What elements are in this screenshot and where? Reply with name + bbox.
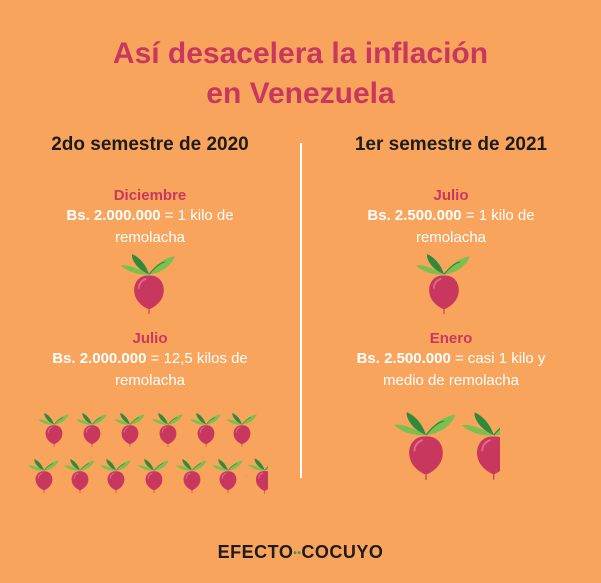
brand-logo: EFECTO••COCUYO bbox=[0, 542, 601, 563]
beet-icon bbox=[114, 412, 146, 448]
right-july-label: Julio bbox=[433, 187, 469, 204]
left-july-amount: Bs. 2.000.000 bbox=[52, 350, 147, 367]
beet-icon bbox=[176, 458, 208, 494]
beet-icon bbox=[38, 412, 70, 448]
left-december-label: Diciembre bbox=[113, 187, 187, 204]
beet-icon bbox=[119, 253, 176, 315]
right-july-amount: Bs. 2.500.000 bbox=[367, 207, 462, 224]
left-july-rest: = 12,5 kilos de bbox=[146, 350, 248, 367]
right-july-rest: = 1 kilo de bbox=[461, 207, 535, 224]
beet-icon bbox=[394, 411, 457, 481]
brand-left: EFECTO bbox=[217, 542, 294, 562]
left-december-rest: = 1 kilo de bbox=[160, 207, 234, 224]
beet-icon bbox=[28, 458, 60, 494]
right-column-heading: 1er semestre de 2021 bbox=[354, 134, 548, 155]
beet-icon bbox=[138, 458, 170, 494]
title-line-2: en Venezuela bbox=[206, 77, 395, 110]
beet-icon bbox=[100, 458, 132, 494]
left-july-line2: remolacha bbox=[114, 372, 186, 389]
title-line-1: Así desacelera la inflación bbox=[112, 37, 489, 70]
main-title: Así desacelera la inflación en Venezuela bbox=[0, 34, 601, 114]
left-december-text: Bs. 2.000.000 = 1 kilo de remolacha bbox=[0, 205, 300, 249]
left-december-line2: remolacha bbox=[114, 229, 186, 246]
left-july-label: Julio bbox=[132, 330, 168, 347]
beet-icon bbox=[190, 412, 222, 448]
right-july-text: Bs. 2.500.000 = 1 kilo de remolacha bbox=[301, 205, 601, 249]
half-beet-icon bbox=[248, 457, 268, 495]
brand-separator: •• bbox=[293, 547, 302, 559]
right-january-rest: = casi 1 kilo y bbox=[450, 350, 546, 367]
beet-icon bbox=[226, 412, 258, 448]
left-column-heading: 2do semestre de 2020 bbox=[51, 134, 249, 155]
beet-icon bbox=[76, 412, 108, 448]
column-divider bbox=[300, 143, 302, 478]
brand-right: COCUYO bbox=[301, 542, 384, 562]
beet-icon bbox=[152, 412, 184, 448]
left-december-amount: Bs. 2.000.000 bbox=[66, 207, 161, 224]
left-july-text: Bs. 2.000.000 = 12,5 kilos de remolacha bbox=[0, 348, 300, 392]
right-january-text: Bs. 2.500.000 = casi 1 kilo y medio de r… bbox=[301, 348, 601, 392]
right-july-line2: remolacha bbox=[415, 229, 487, 246]
right-january-label: Enero bbox=[429, 330, 473, 347]
right-january-amount: Bs. 2.500.000 bbox=[356, 350, 451, 367]
beet-icon bbox=[414, 253, 471, 315]
beet-icon bbox=[212, 458, 244, 494]
right-january-line2: medio de remolacha bbox=[383, 372, 519, 389]
half-beet-icon bbox=[462, 411, 500, 481]
beet-icon bbox=[64, 458, 96, 494]
